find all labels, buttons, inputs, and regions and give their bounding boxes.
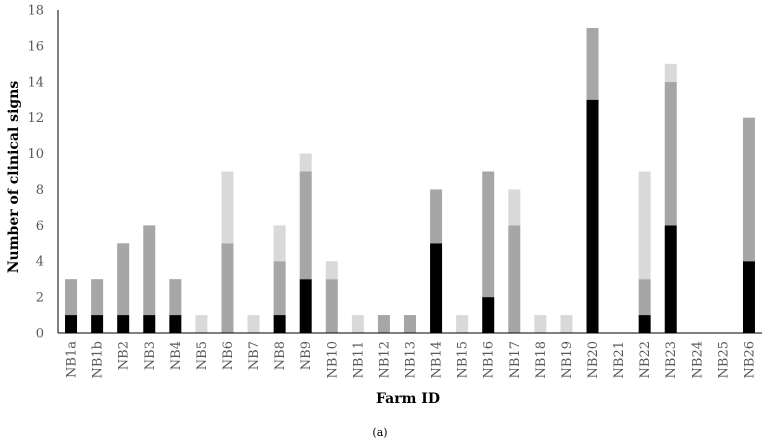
bar-segment — [664, 63, 677, 82]
bar-segment — [273, 261, 286, 316]
bar-segment — [586, 99, 599, 333]
bar-segment — [299, 153, 312, 172]
bar-segment — [456, 315, 469, 333]
x-tick-label: NB10 — [325, 341, 340, 378]
x-tick-label: NB9 — [299, 341, 314, 370]
x-tick-label: NB1a — [65, 341, 80, 378]
bar-segment — [430, 189, 443, 244]
x-tick-label: NB24 — [690, 341, 705, 378]
x-tick-label: NB20 — [586, 341, 601, 378]
x-tick-label: NB3 — [143, 341, 158, 370]
y-tick-label: 6 — [36, 219, 44, 234]
bar-segment — [482, 297, 495, 333]
y-tick-label: 8 — [36, 183, 44, 198]
x-tick-label: NB15 — [456, 341, 471, 378]
bar-segment — [534, 315, 547, 333]
bar-segment — [742, 117, 755, 262]
bar-segment — [482, 171, 495, 298]
bar-segment — [560, 315, 573, 333]
x-tick-label: NB14 — [430, 341, 445, 378]
x-tick-label: NB1b — [91, 341, 106, 379]
y-tick-label: 10 — [27, 147, 44, 162]
bar-segment — [117, 315, 130, 333]
x-tick-label: NB26 — [742, 341, 757, 378]
bar-segment — [664, 81, 677, 226]
x-tick-label: NB12 — [377, 341, 392, 378]
x-tick-label: NB11 — [351, 341, 366, 378]
y-tick-label: 4 — [36, 255, 44, 270]
bar-segment — [143, 315, 156, 333]
y-tick-label: 16 — [27, 39, 44, 54]
x-tick-label: NB21 — [612, 341, 627, 378]
x-tick-label: NB8 — [273, 341, 288, 370]
bar-segment — [742, 261, 755, 333]
x-tick-label: NB7 — [247, 341, 262, 370]
bar-segment — [169, 279, 182, 316]
x-tick-label: NB22 — [638, 341, 653, 378]
bar-segment — [299, 171, 312, 280]
bar-segment — [117, 243, 130, 316]
bar-segment — [586, 27, 599, 100]
bar-segment — [638, 279, 651, 316]
bar-segment — [195, 315, 208, 333]
x-tick-label: NB4 — [169, 341, 184, 370]
bars-layer — [65, 27, 755, 333]
y-tick-label: 14 — [27, 75, 44, 90]
x-tick-label: NB18 — [534, 341, 549, 378]
bar-segment — [273, 225, 286, 262]
figure-caption: (a) — [372, 426, 387, 439]
bar-segment — [65, 315, 78, 333]
y-tick-label: 12 — [27, 111, 44, 126]
bar-segment — [638, 171, 651, 280]
bar-segment — [91, 279, 104, 316]
bar-segment — [351, 315, 364, 333]
bar-segment — [247, 315, 260, 333]
bar-segment — [169, 315, 182, 333]
bar-segment — [638, 315, 651, 333]
x-tick-label: NB17 — [508, 341, 523, 378]
bar-segment — [508, 189, 521, 226]
x-tick-label: NB16 — [482, 341, 497, 378]
bar-segment — [377, 315, 390, 333]
bar-segment — [325, 261, 338, 280]
y-tick-label: 18 — [27, 4, 44, 19]
bar-segment — [273, 315, 286, 333]
x-axis-title: Farm ID — [376, 391, 440, 407]
bar-segment — [221, 171, 234, 244]
x-tick-label: NB25 — [716, 341, 731, 378]
bar-segment — [664, 225, 677, 333]
bar-segment — [91, 315, 104, 333]
x-tick-label: NB23 — [664, 341, 679, 378]
y-tick-labels: 0 2 4 6 8 10 12 14 16 18 — [27, 4, 44, 342]
x-tick-label: NB19 — [560, 341, 575, 378]
bar-segment — [299, 279, 312, 333]
x-tick-labels: NB1a NB1b NB2 NB3 NB4 NB5 NB6 NB7 NB8 NB9 NB10 NB11… — [65, 341, 758, 379]
bar-segment — [430, 243, 443, 333]
y-tick-label: 2 — [36, 291, 44, 306]
bar-segment — [221, 243, 234, 333]
bar-segment — [325, 279, 338, 333]
x-tick-label: NB2 — [117, 341, 132, 370]
bar-segment — [65, 279, 78, 316]
x-tick-label: NB13 — [404, 341, 419, 378]
x-tick-label: NB5 — [195, 341, 210, 370]
y-axis-title: Number of clinical signs — [6, 81, 22, 274]
bar-segment — [143, 225, 156, 316]
x-tick-label: NB6 — [221, 341, 236, 370]
bar-segment — [404, 315, 416, 333]
y-tick-label: 0 — [36, 327, 44, 342]
bar-segment — [508, 225, 521, 333]
